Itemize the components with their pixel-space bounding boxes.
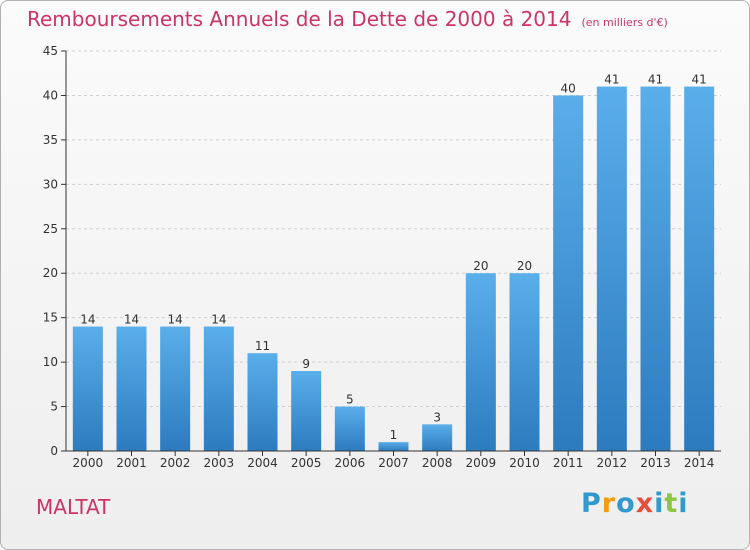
chart-title: Remboursements Annuels de la Dette de 20… <box>27 7 668 31</box>
chart-title-text: Remboursements Annuels de la Dette de 20… <box>27 7 572 31</box>
data-label: 1 <box>390 428 398 442</box>
data-label: 9 <box>302 357 310 371</box>
x-tick-label: 2008 <box>422 456 453 470</box>
y-tick-label: 0 <box>50 444 58 458</box>
y-tick-label: 35 <box>43 133 58 147</box>
bar-2008 <box>422 424 453 451</box>
bars <box>72 86 715 452</box>
bar-2005 <box>291 371 322 451</box>
bar-2000 <box>72 326 103 451</box>
logo-letter: t <box>664 488 679 519</box>
x-tick-label: 2005 <box>291 456 322 470</box>
bar-2012 <box>596 86 627 452</box>
bar-2009 <box>465 273 496 451</box>
bar-2003 <box>203 326 234 451</box>
logo-letter: r <box>601 488 617 519</box>
y-tick-label: 25 <box>43 222 58 236</box>
data-label: 14 <box>168 313 183 327</box>
logo-letter: i <box>678 488 689 519</box>
x-tick-label: 2010 <box>509 456 540 470</box>
data-labels: 14 14 14 14 11 9 5 1 3 20 20 40 41 41 41 <box>80 73 707 443</box>
bar-2010 <box>509 273 540 451</box>
x-tick-label: 2006 <box>335 456 366 470</box>
y-tick-label: 15 <box>43 311 58 325</box>
x-tick-label: 2003 <box>204 456 235 470</box>
x-tick-label: 2000 <box>73 456 104 470</box>
x-tick-label: 2009 <box>466 456 497 470</box>
y-tick-label: 40 <box>43 88 58 102</box>
data-label: 11 <box>255 339 270 353</box>
data-label: 20 <box>473 259 488 273</box>
logo-letter: o <box>616 488 636 519</box>
data-label: 14 <box>211 313 226 327</box>
data-label: 40 <box>561 81 576 95</box>
proxiti-logo: Proxiti <box>581 488 689 519</box>
data-label: 14 <box>80 313 95 327</box>
logo-letter: P <box>581 488 602 519</box>
chart-subtitle: (en milliers d'€) <box>581 16 668 29</box>
x-tick-label: 2012 <box>597 456 628 470</box>
y-tick-label: 30 <box>43 177 58 191</box>
bar-2004 <box>247 353 278 451</box>
y-tick-label: 5 <box>50 400 58 414</box>
bar-2001 <box>116 326 147 451</box>
bar-2011 <box>553 95 584 451</box>
bar-2006 <box>334 406 365 451</box>
y-tick-label: 20 <box>43 266 58 280</box>
x-tick-label: 2002 <box>160 456 191 470</box>
data-label: 41 <box>604 73 619 87</box>
bar-2013 <box>640 86 671 452</box>
data-label: 20 <box>517 259 532 273</box>
bar-2007 <box>378 442 409 451</box>
x-tick-label: 2011 <box>553 456 584 470</box>
x-tick-label: 2001 <box>116 456 147 470</box>
y-tick-label: 45 <box>43 44 58 58</box>
data-label: 3 <box>433 410 441 424</box>
data-label: 41 <box>648 73 663 87</box>
x-tick-label: 2014 <box>684 456 715 470</box>
y-tick-label: 10 <box>43 355 58 369</box>
bar-2002 <box>160 326 191 451</box>
x-tick-label: 2013 <box>640 456 671 470</box>
data-label: 14 <box>124 313 139 327</box>
x-tick-label: 2007 <box>378 456 409 470</box>
bar-2014 <box>684 86 715 452</box>
data-label: 5 <box>346 393 354 407</box>
data-label: 41 <box>692 73 707 87</box>
commune-name: MALTAT <box>36 495 111 519</box>
logo-letter: i <box>654 488 665 519</box>
logo-letter: x <box>635 488 655 519</box>
x-tick-label: 2004 <box>247 456 278 470</box>
